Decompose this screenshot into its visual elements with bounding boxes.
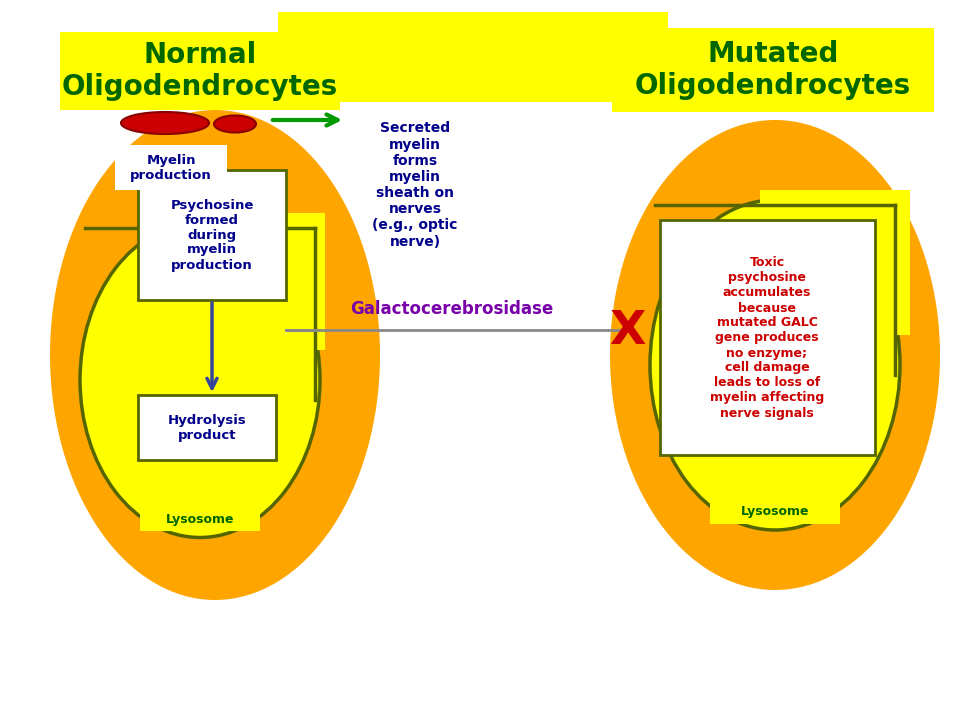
FancyBboxPatch shape [140,507,260,531]
Ellipse shape [121,112,209,134]
Text: Psychosine
formed
during
myelin
production: Psychosine formed during myelin producti… [170,199,253,271]
Text: Normal
Oligodendrocytes: Normal Oligodendrocytes [61,41,338,102]
Ellipse shape [50,110,380,600]
FancyBboxPatch shape [278,12,668,102]
Text: Krabbe Disease: Krabbe Disease [326,25,620,58]
Text: Galactocerebrosidase: Galactocerebrosidase [350,300,554,318]
Text: Secreted
myelin
forms
myelin
sheath on
nerves
(e.g., optic
nerve): Secreted myelin forms myelin sheath on n… [372,121,458,248]
Text: Lysosome: Lysosome [741,505,809,518]
Bar [138,170,286,300]
Bar [660,220,875,455]
Bar [138,395,276,460]
Bar [195,213,325,350]
FancyBboxPatch shape [612,28,934,112]
Bar [760,190,910,335]
Ellipse shape [610,120,940,590]
Text: Lysosome: Lysosome [166,513,234,526]
Text: Toxic
psychosine
accumulates
because
mutated GALC
gene produces
no enzyme;
cell : Toxic psychosine accumulates because mut… [709,256,824,420]
Text: X: X [609,310,645,354]
Text: Mutated
Oligodendrocytes: Mutated Oligodendrocytes [635,40,911,100]
FancyBboxPatch shape [115,145,227,190]
Ellipse shape [80,222,320,538]
Text: Defective gene: GALC: Defective gene: GALC [363,68,583,86]
Text: Hydrolysis
product: Hydrolysis product [168,414,247,442]
FancyBboxPatch shape [710,500,840,524]
FancyBboxPatch shape [60,32,340,110]
Text: Myelin
production: Myelin production [131,154,212,182]
Ellipse shape [214,115,256,132]
Ellipse shape [650,200,900,530]
